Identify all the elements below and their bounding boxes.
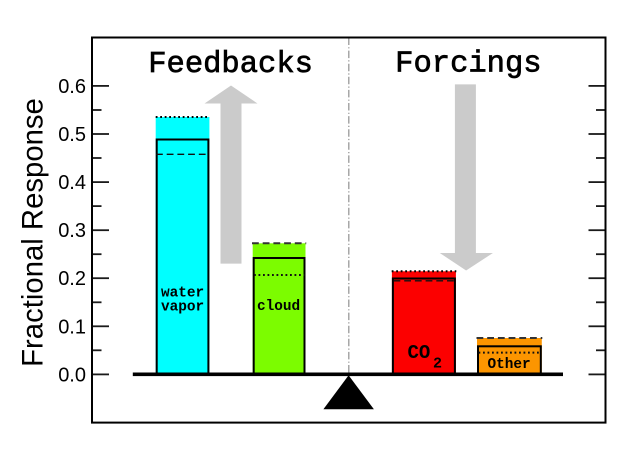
- svg-text:Forcings: Forcings: [395, 48, 541, 82]
- svg-text:2: 2: [433, 355, 442, 372]
- svg-text:0.5: 0.5: [58, 124, 86, 146]
- svg-text:0.3: 0.3: [58, 220, 86, 242]
- svg-text:0.2: 0.2: [58, 268, 86, 290]
- svg-text:cloud: cloud: [257, 299, 300, 315]
- svg-text:0.6: 0.6: [58, 76, 86, 98]
- svg-text:0.4: 0.4: [58, 172, 86, 194]
- svg-text:Feedbacks: Feedbacks: [148, 48, 313, 82]
- svg-text:vapor: vapor: [161, 300, 204, 316]
- svg-text:Fractional Response: Fractional Response: [17, 98, 50, 367]
- svg-text:0.0: 0.0: [58, 364, 86, 386]
- svg-text:CO: CO: [408, 342, 431, 364]
- svg-text:0.1: 0.1: [58, 316, 86, 338]
- svg-text:water: water: [161, 285, 204, 301]
- svg-text:Other: Other: [488, 357, 531, 373]
